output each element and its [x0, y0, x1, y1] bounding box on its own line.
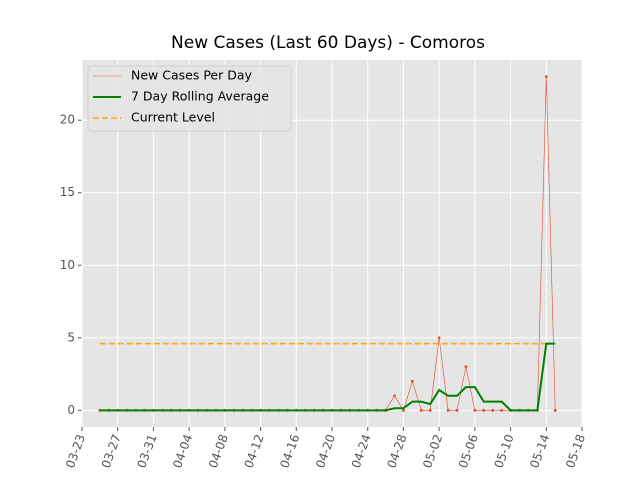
x-tick-label: 03-23 — [63, 432, 88, 470]
x-tick-label: 04-08 — [206, 432, 231, 470]
data-point — [410, 379, 414, 383]
x-tick-label: 04-16 — [277, 432, 302, 470]
x-tick-label: 04-04 — [170, 432, 195, 470]
x-tick-label: 05-06 — [456, 432, 481, 470]
x-tick-label: 05-14 — [527, 432, 552, 470]
data-point — [464, 365, 468, 369]
data-point — [446, 408, 450, 412]
data-point — [437, 336, 441, 340]
legend: New Cases Per Day 7 Day Rolling Average Cu… — [87, 65, 292, 132]
x-tick-label: 04-28 — [384, 432, 409, 470]
x-tick-label: 03-27 — [99, 432, 124, 470]
series-line — [99, 342, 556, 412]
data-point — [500, 408, 504, 412]
data-point — [393, 394, 396, 398]
y-tick-label: 5 — [67, 330, 75, 344]
legend-label: 7 Day Rolling Average — [131, 89, 269, 104]
data-point — [482, 408, 486, 412]
x-tick-label: 04-12 — [242, 432, 267, 470]
chart-title: New Cases (Last 60 Days) - Comoros — [171, 33, 485, 53]
x-tick-label: 03-31 — [134, 432, 159, 470]
data-point — [419, 408, 423, 412]
y-tick-label: 0 — [67, 403, 75, 417]
data-point — [553, 408, 557, 412]
data-point — [473, 408, 477, 412]
x-tick-label: 04-24 — [349, 432, 374, 470]
data-point — [491, 408, 495, 412]
legend-box — [87, 65, 292, 132]
y-tick-label: 15 — [60, 185, 75, 199]
data-point — [455, 408, 459, 412]
data-point — [402, 408, 405, 412]
legend-label: Current Level — [131, 110, 215, 125]
data-point — [428, 408, 432, 412]
y-tick-label: 10 — [60, 258, 75, 272]
data-point — [544, 75, 548, 79]
x-tick-label: 05-18 — [563, 432, 588, 470]
x-tick-label: 05-02 — [420, 432, 445, 470]
x-tick-label: 05-10 — [492, 432, 517, 470]
y-tick-label: 20 — [60, 113, 75, 127]
legend-label: New Cases Per Day — [131, 68, 252, 83]
x-tick-label: 04-20 — [313, 432, 338, 470]
